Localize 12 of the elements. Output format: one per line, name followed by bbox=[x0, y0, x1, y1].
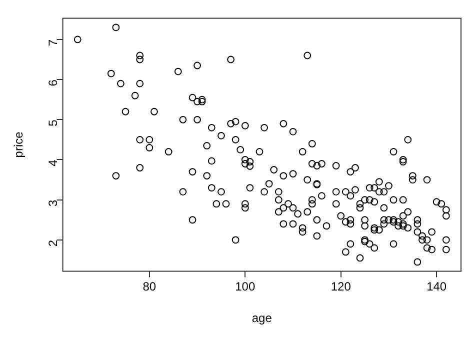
x-tick-label: 80 bbox=[142, 280, 156, 294]
x-axis-title: age bbox=[252, 311, 272, 326]
y-tick-label: 7 bbox=[46, 39, 60, 46]
y-tick-label: 6 bbox=[46, 79, 60, 86]
x-tick-label: 120 bbox=[330, 280, 352, 294]
y-tick-label: 3 bbox=[46, 200, 60, 207]
y-axis-title: price bbox=[12, 131, 26, 158]
y-tick-label: 5 bbox=[46, 119, 60, 126]
y-tick-label: 2 bbox=[46, 240, 60, 247]
x-tick-label: 100 bbox=[235, 280, 256, 294]
y-tick-label: 4 bbox=[46, 159, 60, 166]
x-tick-label: 140 bbox=[426, 280, 447, 294]
